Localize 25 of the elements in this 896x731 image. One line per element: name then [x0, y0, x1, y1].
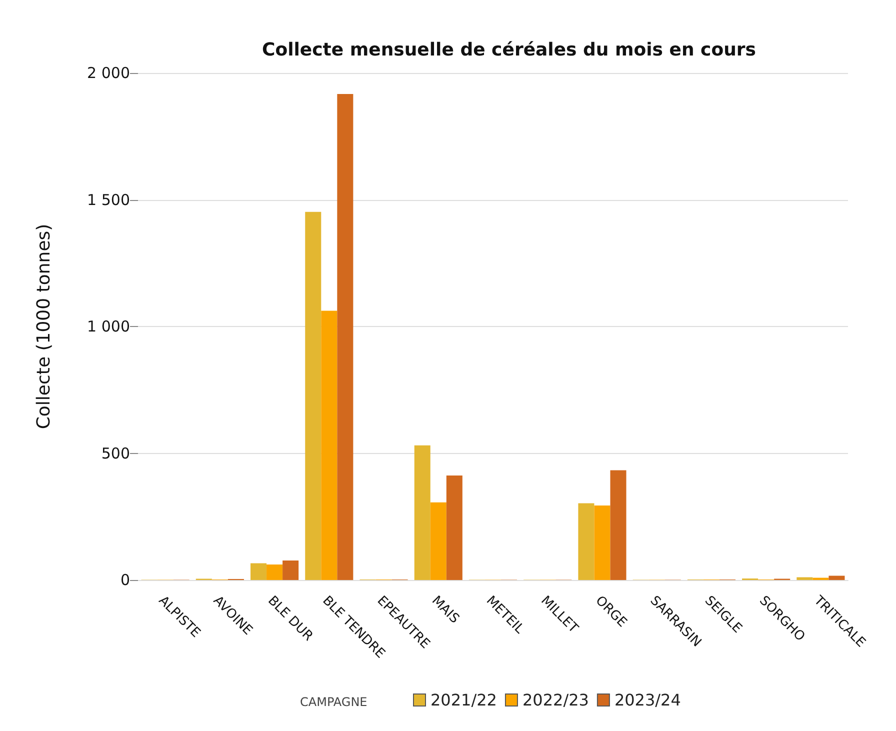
bar [594, 505, 610, 580]
y-tick-label: 2 000 [87, 64, 130, 82]
y-tick-label: 500 [101, 444, 130, 462]
legend-title: CAMPAGNE [300, 695, 368, 709]
bar [305, 212, 322, 580]
bar [337, 94, 354, 580]
y-axis-title: Collecte (1000 tonnes) [34, 224, 54, 430]
bar [578, 503, 594, 580]
bar [828, 576, 845, 580]
y-tick-label: 0 [120, 571, 130, 589]
bar [321, 310, 338, 580]
bar [250, 563, 267, 580]
legend-label: 2023/24 [614, 690, 681, 710]
chart-title: Collecte mensuelle de céréales du mois en cours [262, 40, 756, 60]
bar [414, 445, 430, 580]
y-tick-label: 1 000 [87, 318, 130, 336]
legend-label: 2022/23 [522, 690, 589, 710]
bar [446, 476, 462, 580]
bar [430, 502, 446, 580]
legend-label: 2021/22 [430, 690, 497, 710]
bar [282, 560, 299, 580]
bar [796, 577, 813, 580]
bar [266, 564, 283, 580]
y-tick-label: 1 500 [87, 190, 130, 209]
bar [610, 470, 626, 580]
